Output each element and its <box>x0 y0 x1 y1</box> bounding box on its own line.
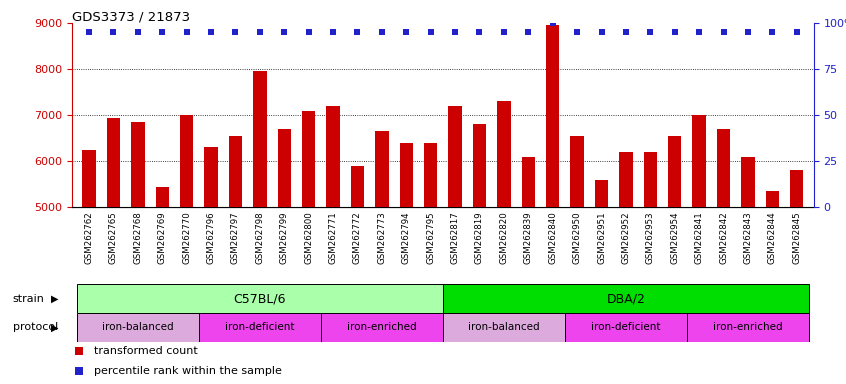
Text: GSM262765: GSM262765 <box>109 211 118 264</box>
Bar <box>82 150 96 207</box>
Bar <box>790 170 804 207</box>
Bar <box>473 124 486 207</box>
Text: GSM262954: GSM262954 <box>670 211 679 264</box>
Bar <box>522 157 535 207</box>
Bar <box>277 129 291 207</box>
Text: GDS3373 / 21873: GDS3373 / 21873 <box>72 10 190 23</box>
Text: GSM262796: GSM262796 <box>206 211 216 264</box>
Bar <box>253 71 266 207</box>
Text: GSM262762: GSM262762 <box>85 211 94 264</box>
Text: iron-balanced: iron-balanced <box>102 322 173 333</box>
Text: iron-deficient: iron-deficient <box>591 322 661 333</box>
Text: GSM262769: GSM262769 <box>157 211 167 264</box>
Text: GSM262798: GSM262798 <box>255 211 264 264</box>
Text: GSM262953: GSM262953 <box>645 211 655 264</box>
Bar <box>180 115 194 207</box>
Bar <box>570 136 584 207</box>
Text: percentile rank within the sample: percentile rank within the sample <box>94 366 282 376</box>
Bar <box>107 118 120 207</box>
Bar <box>741 157 755 207</box>
Bar <box>302 111 316 207</box>
Text: GSM262842: GSM262842 <box>719 211 728 264</box>
Bar <box>205 147 217 207</box>
Bar <box>199 313 321 342</box>
Text: GSM262952: GSM262952 <box>622 211 630 264</box>
Bar <box>375 131 388 207</box>
Text: iron-balanced: iron-balanced <box>468 322 540 333</box>
Bar <box>443 313 565 342</box>
Bar <box>424 143 437 207</box>
Bar <box>619 152 633 207</box>
Text: GSM262773: GSM262773 <box>377 211 387 264</box>
Text: transformed count: transformed count <box>94 346 198 356</box>
Text: GSM262817: GSM262817 <box>451 211 459 264</box>
Text: GSM262950: GSM262950 <box>573 211 581 264</box>
Text: GSM262951: GSM262951 <box>597 211 606 264</box>
Bar <box>717 129 730 207</box>
Bar <box>77 313 199 342</box>
Bar <box>327 106 340 207</box>
Text: GSM262772: GSM262772 <box>353 211 362 264</box>
Bar <box>595 180 608 207</box>
Text: ▶: ▶ <box>51 293 58 304</box>
Bar <box>228 136 242 207</box>
Bar <box>668 136 681 207</box>
Bar <box>644 152 657 207</box>
Text: GSM262799: GSM262799 <box>280 211 288 264</box>
Bar <box>131 122 145 207</box>
Text: GSM262768: GSM262768 <box>134 211 142 264</box>
Bar <box>687 313 809 342</box>
Bar <box>351 166 364 207</box>
Text: DBA/2: DBA/2 <box>607 292 645 305</box>
Bar <box>766 191 779 207</box>
Text: protocol: protocol <box>13 322 58 333</box>
Bar <box>399 143 413 207</box>
Text: ▶: ▶ <box>51 322 58 333</box>
Text: GSM262770: GSM262770 <box>182 211 191 264</box>
Text: GSM262843: GSM262843 <box>744 211 752 264</box>
Bar <box>156 187 169 207</box>
Bar <box>321 313 443 342</box>
Text: GSM262795: GSM262795 <box>426 211 435 264</box>
Bar <box>448 106 462 207</box>
Text: GSM262841: GSM262841 <box>695 211 704 264</box>
Text: GSM262819: GSM262819 <box>475 211 484 264</box>
Text: GSM262844: GSM262844 <box>768 211 777 264</box>
Bar <box>497 101 511 207</box>
Bar <box>565 313 687 342</box>
Text: GSM262840: GSM262840 <box>548 211 558 264</box>
Text: GSM262845: GSM262845 <box>792 211 801 264</box>
Text: GSM262820: GSM262820 <box>499 211 508 264</box>
Bar <box>692 115 706 207</box>
Text: iron-enriched: iron-enriched <box>713 322 783 333</box>
Text: GSM262797: GSM262797 <box>231 211 240 264</box>
Bar <box>77 284 442 313</box>
Text: iron-deficient: iron-deficient <box>225 322 294 333</box>
Text: GSM262800: GSM262800 <box>305 211 313 264</box>
Text: GSM262794: GSM262794 <box>402 211 411 264</box>
Text: GSM262839: GSM262839 <box>524 211 533 264</box>
Text: strain: strain <box>13 293 45 304</box>
Bar <box>443 284 809 313</box>
Text: GSM262771: GSM262771 <box>328 211 338 264</box>
Bar <box>546 25 559 207</box>
Text: C57BL/6: C57BL/6 <box>233 292 286 305</box>
Text: iron-enriched: iron-enriched <box>347 322 417 333</box>
